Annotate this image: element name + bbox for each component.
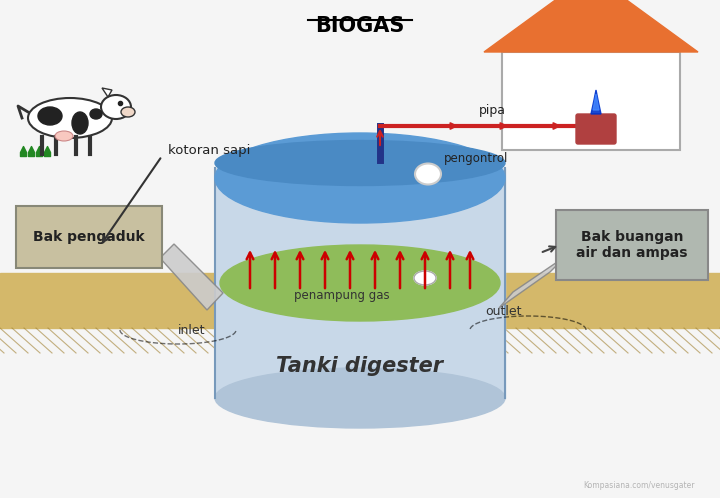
Polygon shape bbox=[160, 244, 223, 310]
Text: outlet: outlet bbox=[485, 305, 521, 318]
Text: BIOGAS: BIOGAS bbox=[315, 16, 405, 36]
Text: inlet: inlet bbox=[179, 324, 206, 337]
Text: Bak buangan
air dan ampas: Bak buangan air dan ampas bbox=[576, 230, 688, 260]
Ellipse shape bbox=[414, 271, 436, 285]
Ellipse shape bbox=[415, 163, 441, 184]
Text: pengontrol: pengontrol bbox=[444, 151, 508, 164]
Bar bbox=[215, 168, 505, 398]
Text: Kompasiana.com/venusgater: Kompasiana.com/venusgater bbox=[583, 481, 695, 490]
Ellipse shape bbox=[215, 368, 505, 428]
FancyBboxPatch shape bbox=[576, 114, 616, 144]
Ellipse shape bbox=[121, 107, 135, 117]
Text: Tanki digester: Tanki digester bbox=[276, 356, 444, 376]
Ellipse shape bbox=[90, 109, 102, 119]
Text: Bak pengaduk: Bak pengaduk bbox=[33, 230, 145, 244]
Text: pipa: pipa bbox=[479, 104, 505, 117]
Ellipse shape bbox=[215, 140, 505, 185]
Bar bbox=[502, 52, 680, 150]
Polygon shape bbox=[499, 256, 566, 308]
Polygon shape bbox=[593, 94, 599, 110]
Ellipse shape bbox=[72, 112, 88, 134]
Ellipse shape bbox=[38, 107, 62, 125]
Ellipse shape bbox=[215, 133, 505, 223]
Polygon shape bbox=[102, 88, 112, 97]
Text: kotoran sapi: kotoran sapi bbox=[168, 143, 251, 156]
Ellipse shape bbox=[55, 131, 73, 141]
Bar bbox=[0, 273, 720, 328]
FancyBboxPatch shape bbox=[556, 210, 708, 280]
Ellipse shape bbox=[101, 95, 131, 119]
FancyBboxPatch shape bbox=[16, 206, 162, 268]
Ellipse shape bbox=[28, 98, 112, 138]
Text: penampung gas: penampung gas bbox=[294, 288, 390, 301]
Ellipse shape bbox=[220, 245, 500, 321]
Polygon shape bbox=[591, 90, 601, 114]
Polygon shape bbox=[484, 0, 698, 52]
